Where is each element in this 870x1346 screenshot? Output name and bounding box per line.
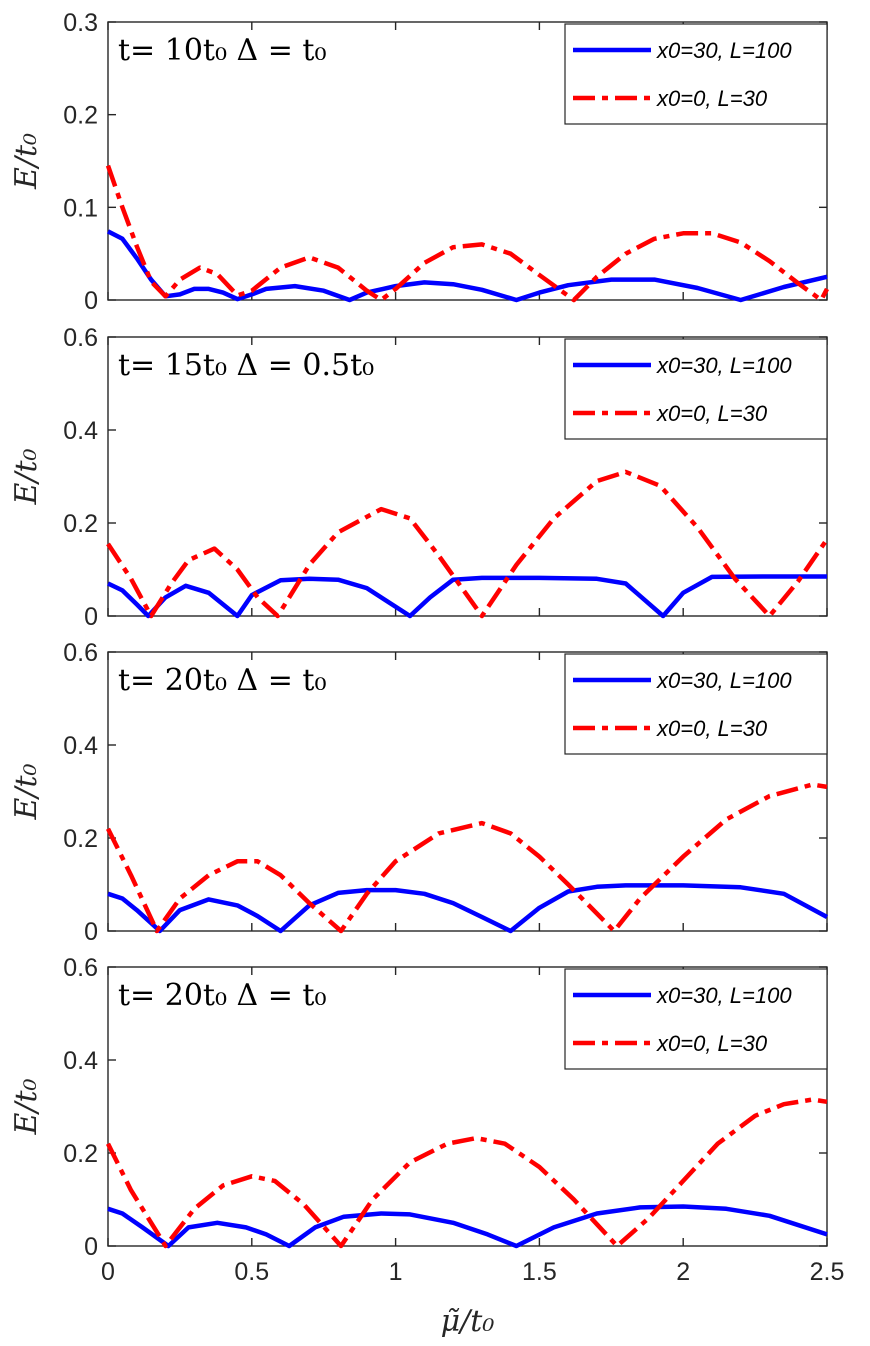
axes-box <box>107 651 828 932</box>
legend-label: x0=30, L=100 <box>656 983 792 1008</box>
y-axis-label: E/t₀ <box>9 1078 44 1135</box>
series-line-red <box>105 782 828 934</box>
legend-label: x0=30, L=100 <box>656 668 792 693</box>
y-tick-label: 0.6 <box>63 324 98 352</box>
legend-label: x0=30, L=100 <box>656 38 792 63</box>
legend-box <box>564 968 828 1070</box>
y-axis-label: E/t₀ <box>9 448 44 505</box>
y-tick-label: 0.3 <box>63 9 98 37</box>
y-tick-label: 0 <box>84 287 98 315</box>
y-tick-label: 0.1 <box>63 194 98 222</box>
y-tick-label: 0.4 <box>63 417 98 445</box>
series-line-red <box>105 164 829 303</box>
legend-label: x0=0, L=30 <box>656 401 768 426</box>
legend-label: x0=0, L=30 <box>656 716 768 741</box>
panel-title: t= 20t₀ Δ = t₀ <box>118 978 326 1013</box>
y-tick-label: 0 <box>84 1233 98 1261</box>
axes-box <box>107 336 828 617</box>
panel-title: t= 10t₀ Δ = t₀ <box>118 33 326 68</box>
y-tick-label: 0.4 <box>63 1047 98 1075</box>
y-tick-label: 0.2 <box>63 825 98 853</box>
y-tick-label: 0.6 <box>63 639 98 667</box>
series-line-red <box>106 469 829 619</box>
x-axis-label: μ̃/t₀ <box>441 1304 495 1339</box>
panel-4: 0 0.2 0.4 0.6 0 0.5 1 1.5 2 2.5 E/t₀ μ̃/t₀ t= 20t₀ Δ… <box>9 954 844 1339</box>
series-line-blue <box>107 1204 828 1249</box>
panel-2: 0 0.2 0.4 0.6 E/t₀ t= 15t₀ Δ = 0.5t₀ x0=30, L=… <box>9 324 829 631</box>
x-tick-label: 0 <box>101 1258 115 1286</box>
panel-title: t= 20t₀ Δ = t₀ <box>118 663 326 698</box>
axes-box <box>107 21 828 301</box>
panel-1: 0 0.1 0.2 0.3 E/t₀ t= 10t₀ Δ = t₀ x0=30, L=100… <box>9 9 829 315</box>
series-line-red <box>105 1097 828 1249</box>
x-tick-label: 1.5 <box>522 1258 557 1286</box>
y-tick-label: 0 <box>84 603 98 631</box>
y-axis-label: E/t₀ <box>9 133 44 190</box>
series-line-blue <box>107 883 829 934</box>
panel-3: 0 0.2 0.4 0.6 E/t₀ t= 20t₀ Δ = t₀ x0=30, L=100… <box>9 639 829 946</box>
x-tick-label: 2 <box>676 1258 690 1286</box>
y-tick-label: 0.4 <box>63 732 98 760</box>
legend: x0=30, L=100 x0=0, L=30 <box>564 968 828 1070</box>
legend-box <box>564 23 828 125</box>
y-tick-label: 0.2 <box>63 102 98 130</box>
x-tick-label: 1 <box>389 1258 403 1286</box>
legend: x0=30, L=100 x0=0, L=30 <box>564 653 828 755</box>
axes-box <box>107 966 828 1247</box>
series-line-blue <box>106 229 828 303</box>
x-tick-label: 2.5 <box>810 1258 845 1286</box>
x-tick-label: 0.5 <box>234 1258 269 1286</box>
series-line-blue <box>107 574 827 619</box>
legend-label: x0=0, L=30 <box>656 1031 768 1056</box>
legend-box <box>564 653 828 755</box>
legend-box <box>564 338 828 440</box>
y-tick-label: 0.2 <box>63 510 98 538</box>
y-axis-label: E/t₀ <box>9 763 44 820</box>
legend: x0=30, L=100 x0=0, L=30 <box>564 338 828 440</box>
legend-label: x0=30, L=100 <box>656 353 792 378</box>
y-tick-label: 0.6 <box>63 954 98 982</box>
y-tick-label: 0.2 <box>63 1140 98 1168</box>
panel-title: t= 15t₀ Δ = 0.5t₀ <box>118 348 374 383</box>
legend: x0=30, L=100 x0=0, L=30 <box>564 23 828 125</box>
legend-label: x0=0, L=30 <box>656 86 768 111</box>
y-tick-label: 0 <box>84 918 98 946</box>
